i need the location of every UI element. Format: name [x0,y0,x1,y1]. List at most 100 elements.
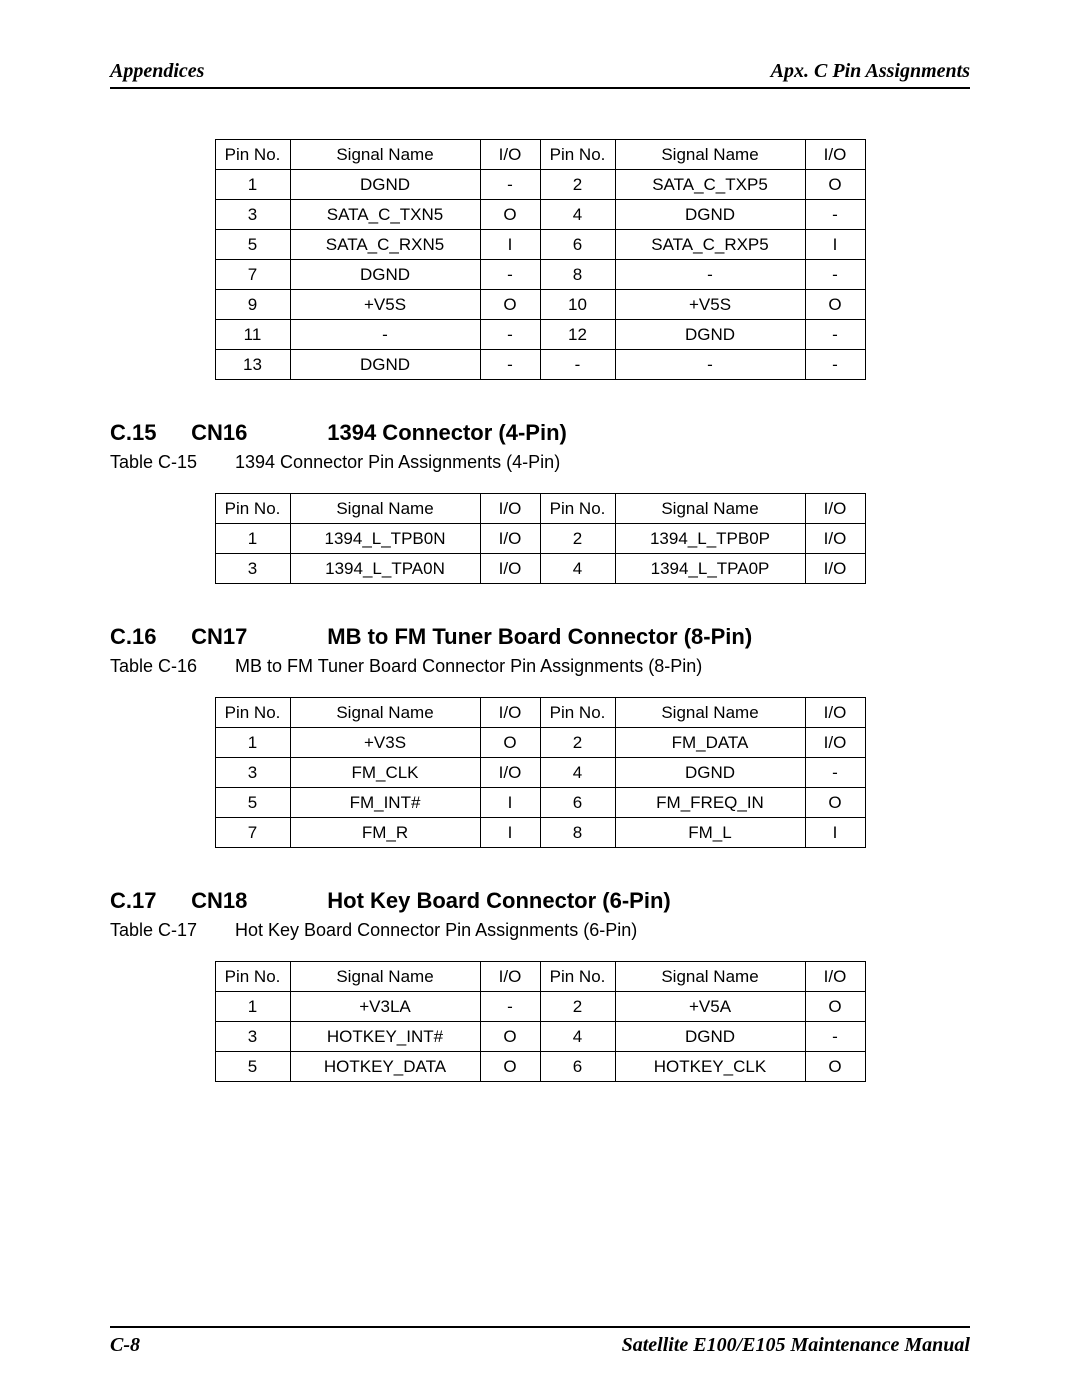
table-cell: 8 [540,818,615,848]
table-cell: 1 [215,524,290,554]
table-header-cell: Signal Name [615,962,805,992]
table-cell: - [480,350,540,380]
table-row: 3FM_CLKI/O4DGND- [215,758,865,788]
table-cell: 12 [540,320,615,350]
table-cell: 3 [215,554,290,584]
table-cell: 2 [540,992,615,1022]
table-cell: - [805,200,865,230]
table-cell: I/O [480,554,540,584]
table-row: 7FM_RI8FM_LI [215,818,865,848]
table-cell: I [805,230,865,260]
table-cell: O [480,1052,540,1082]
table-cell: DGND [615,320,805,350]
table-cell: - [805,1022,865,1052]
table-cell: 5 [215,788,290,818]
table-cell: O [480,200,540,230]
table-cell: SATA_C_RXN5 [290,230,480,260]
table-c17: Pin No.Signal NameI/OPin No.Signal NameI… [215,961,866,1082]
table-cell: I [480,230,540,260]
table-header-cell: I/O [805,698,865,728]
footer-left: C-8 [110,1334,140,1357]
table-header-cell: Signal Name [290,494,480,524]
page-footer: C-8 Satellite E100/E105 Maintenance Manu… [110,1326,970,1357]
table-cell: SATA_C_TXN5 [290,200,480,230]
table-row: 5SATA_C_RXN5I6SATA_C_RXP5I [215,230,865,260]
table-cell: 2 [540,524,615,554]
table-top: Pin No.Signal NameI/OPin No.Signal NameI… [215,139,866,380]
table-cell: O [805,992,865,1022]
table-cell: - [480,170,540,200]
table-cell: 2 [540,728,615,758]
table-cell: 3 [215,758,290,788]
section-num: C.17 [110,888,185,914]
table-cell: 1394_L_TPA0N [290,554,480,584]
table-row: 13DGND---- [215,350,865,380]
table-cell: FM_L [615,818,805,848]
table-cell: - [615,350,805,380]
table-header-cell: Pin No. [540,698,615,728]
table-cell: O [480,290,540,320]
table-header-cell: Pin No. [215,962,290,992]
table-header-cell: I/O [805,494,865,524]
table-cell: I/O [805,728,865,758]
table-cell: 11 [215,320,290,350]
table-header-cell: I/O [480,698,540,728]
table-header-cell: Pin No. [540,494,615,524]
table-header-cell: Pin No. [540,962,615,992]
table-caption-text: MB to FM Tuner Board Connector Pin Assig… [235,656,702,676]
table-row: 1DGND-2SATA_C_TXP5O [215,170,865,200]
table-header-cell: Signal Name [290,962,480,992]
section-num: C.16 [110,624,185,650]
section-title: MB to FM Tuner Board Connector (8-Pin) [327,624,752,649]
table-cell: 7 [215,260,290,290]
table-cell: 1394_L_TPA0P [615,554,805,584]
table-cell: - [540,350,615,380]
table-num: Table C-15 [110,452,230,473]
table-num: Table C-16 [110,656,230,677]
table-caption-c15: Table C-15 1394 Connector Pin Assignment… [110,452,970,473]
table-cell: FM_DATA [615,728,805,758]
table-cell: O [805,1052,865,1082]
table-header-cell: Pin No. [540,140,615,170]
table-cell: +V3LA [290,992,480,1022]
table-row: Pin No.Signal NameI/OPin No.Signal NameI… [215,140,865,170]
table-header-cell: I/O [805,962,865,992]
table-cell: I/O [480,524,540,554]
table-row: 31394_L_TPA0NI/O41394_L_TPA0PI/O [215,554,865,584]
table-cell: 6 [540,788,615,818]
table-cell: 5 [215,1052,290,1082]
table-cell: - [480,320,540,350]
table-row: 11--12DGND- [215,320,865,350]
section-title: Hot Key Board Connector (6-Pin) [327,888,670,913]
table-cell: - [805,350,865,380]
table-cell: I/O [480,758,540,788]
page-header: Appendices Apx. C Pin Assignments [110,60,970,89]
table-row: 3SATA_C_TXN5O4DGND- [215,200,865,230]
table-cell: O [480,728,540,758]
section-cn: CN16 [191,420,321,446]
table-cell: 5 [215,230,290,260]
table-cell: DGND [290,260,480,290]
table-cell: I [805,818,865,848]
table-header-cell: Signal Name [615,494,805,524]
table-row: 5FM_INT#I6FM_FREQ_INO [215,788,865,818]
table-cell: DGND [615,758,805,788]
table-row: Pin No.Signal NameI/OPin No.Signal NameI… [215,698,865,728]
table-cell: - [805,320,865,350]
table-cell: 2 [540,170,615,200]
table-cell: I/O [805,524,865,554]
table-row: Pin No.Signal NameI/OPin No.Signal NameI… [215,494,865,524]
table-header-cell: Pin No. [215,140,290,170]
header-left: Appendices [110,60,204,83]
table-cell: 4 [540,200,615,230]
section-heading-c16: C.16 CN17 MB to FM Tuner Board Connector… [110,624,970,650]
page: Appendices Apx. C Pin Assignments Pin No… [0,0,1080,1397]
table-cell: +V3S [290,728,480,758]
table-cell: O [805,290,865,320]
table-cell: I/O [805,554,865,584]
table-cell: 10 [540,290,615,320]
table-cell: O [480,1022,540,1052]
table-cell: 8 [540,260,615,290]
table-cell: DGND [290,170,480,200]
table-cell: +V5S [615,290,805,320]
